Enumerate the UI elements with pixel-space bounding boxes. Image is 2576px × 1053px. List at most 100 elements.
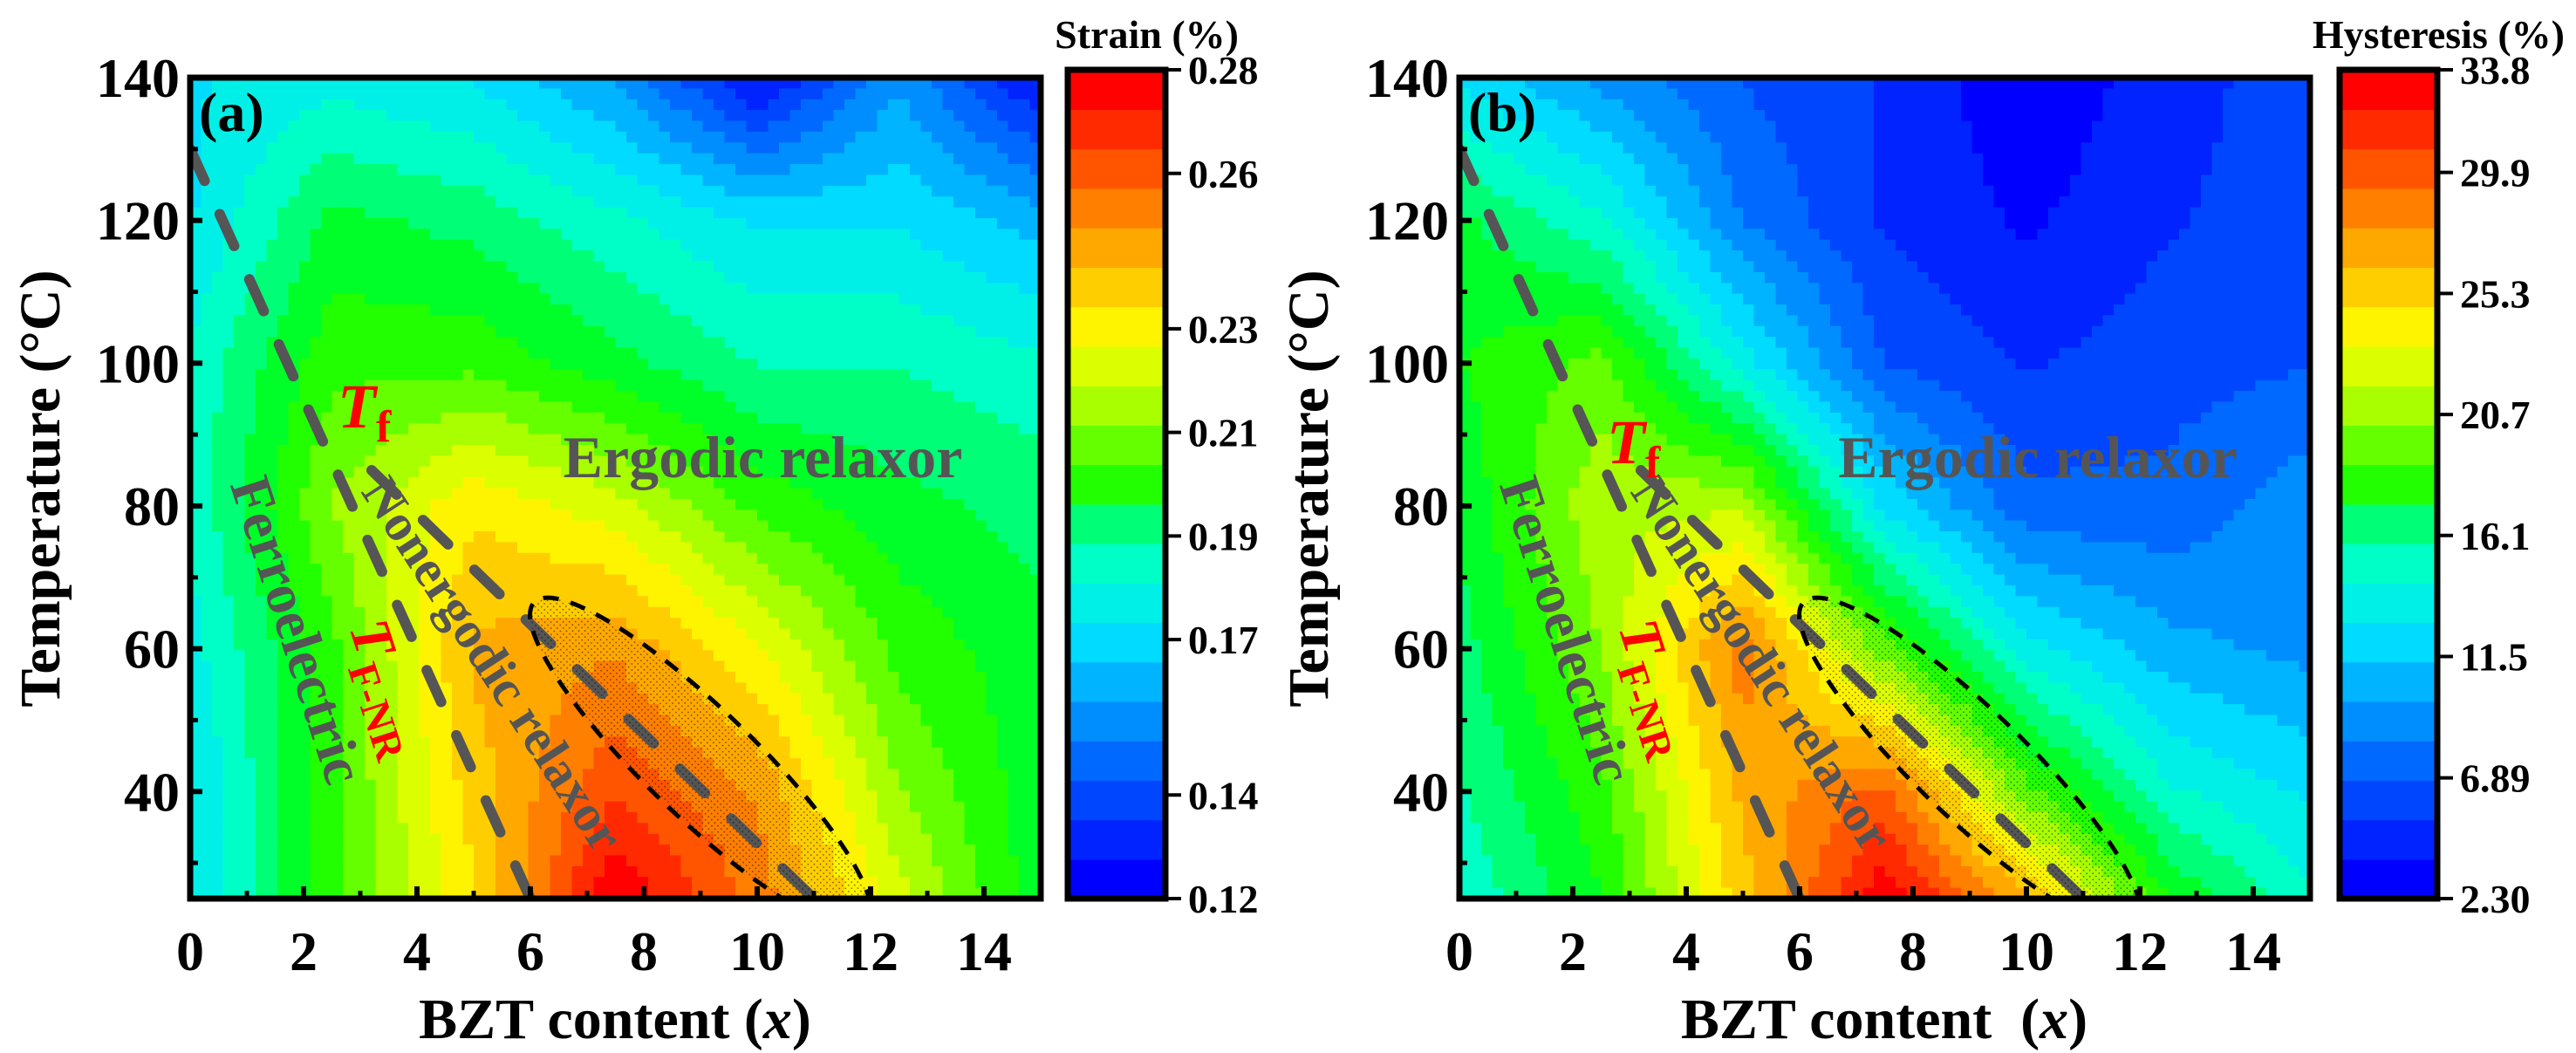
heatmap-cell (910, 218, 922, 230)
heatmap-cell (801, 401, 813, 414)
heatmap-cell (561, 434, 573, 446)
heatmap-cell (517, 488, 530, 500)
heatmap-cell (811, 574, 823, 586)
heatmap-cell (615, 606, 627, 619)
heatmap-cell (310, 531, 322, 544)
heatmap-cell (877, 239, 889, 251)
heatmap-cell (277, 207, 290, 219)
heatmap-cell (571, 758, 584, 770)
heatmap-cell (789, 423, 802, 435)
heatmap-cell (855, 725, 867, 738)
heatmap-cell (670, 315, 682, 327)
heatmap-cell (910, 455, 922, 468)
heatmap-cell (692, 88, 704, 100)
heatmap-cell (615, 99, 627, 111)
heatmap-cell (844, 715, 857, 727)
heatmap-cell (714, 509, 726, 522)
heatmap-cell (201, 606, 213, 619)
heatmap-cell (365, 131, 377, 144)
heatmap-cell (735, 477, 748, 489)
heatmap-cell (452, 693, 464, 705)
heatmap-cell (408, 218, 420, 230)
heatmap-cell (823, 498, 835, 511)
heatmap-cell (365, 99, 377, 111)
heatmap-cell (408, 293, 420, 305)
heatmap-cell (1019, 498, 1031, 511)
heatmap-cell (419, 704, 431, 716)
heatmap-cell (419, 337, 431, 349)
heatmap-cell (550, 325, 562, 338)
heatmap-cell (583, 520, 595, 532)
heatmap-cell (506, 164, 518, 176)
heatmap-cell (288, 498, 300, 511)
heatmap-cell (321, 88, 333, 100)
heatmap-cell (888, 715, 900, 727)
heatmap-cell (637, 434, 649, 446)
heatmap-cell (692, 164, 704, 176)
heatmap-cell (920, 250, 933, 263)
heatmap-cell (637, 110, 649, 122)
heatmap-cell (702, 110, 714, 122)
heatmap-cell (877, 99, 889, 111)
heatmap-cell (484, 325, 496, 338)
heatmap-cell (441, 520, 453, 532)
heatmap-cell (288, 401, 300, 414)
heatmap-cell (212, 315, 224, 327)
heatmap-cell (266, 110, 278, 122)
heatmap-cell (234, 337, 246, 349)
heatmap-cell (353, 542, 366, 554)
heatmap-cell (702, 488, 714, 500)
heatmap-cell (626, 401, 639, 414)
heatmap-cell (441, 509, 453, 522)
heatmap-cell (779, 639, 791, 651)
heatmap-cell (1008, 639, 1020, 651)
heatmap-cell (605, 283, 617, 295)
heatmap-cell (823, 239, 835, 251)
heatmap-cell (506, 131, 518, 144)
heatmap-cell (811, 542, 823, 554)
heatmap-cell (877, 196, 889, 209)
heatmap-cell (724, 347, 736, 359)
heatmap-cell (735, 283, 748, 295)
heatmap-cell (975, 391, 987, 403)
heatmap-cell (397, 131, 409, 144)
heatmap-cell (1008, 142, 1020, 154)
heatmap-cell (659, 347, 671, 359)
heatmap-cell (506, 347, 518, 359)
heatmap-cell (714, 412, 726, 424)
heatmap-cell (583, 369, 595, 381)
heatmap-cell (942, 509, 954, 522)
heatmap-cell (222, 347, 235, 359)
heatmap-cell (997, 379, 1009, 392)
heatmap-cell (234, 131, 246, 144)
heatmap-cell (571, 110, 584, 122)
heatmap-cell (375, 358, 387, 371)
heatmap-cell (234, 347, 246, 359)
heatmap-cell (343, 239, 355, 251)
heatmap-cell (430, 391, 442, 403)
heatmap-cell (680, 196, 693, 209)
heatmap-cell (353, 304, 366, 317)
heatmap-cell (528, 131, 540, 144)
heatmap-cell (735, 358, 748, 371)
heatmap-cell (244, 218, 256, 230)
heatmap-cell (1008, 110, 1020, 122)
heatmap-cell (539, 682, 551, 694)
heatmap-cell (855, 283, 867, 295)
heatmap-cell (462, 229, 475, 241)
heatmap-cell (288, 715, 300, 727)
heatmap-cell (452, 347, 464, 359)
heatmap-cell (692, 271, 704, 284)
heatmap-cell (975, 315, 987, 327)
heatmap-cell (670, 131, 682, 144)
heatmap-cell (375, 423, 387, 435)
heatmap-cell (430, 325, 442, 338)
heatmap-cell (430, 337, 442, 349)
heatmap-cell (234, 715, 246, 727)
heatmap-cell (942, 207, 954, 219)
heatmap-cell (692, 660, 704, 673)
heatmap-cell (266, 715, 278, 727)
heatmap-cell (888, 628, 900, 640)
heatmap-cell (386, 498, 399, 511)
heatmap-cell (331, 239, 344, 251)
